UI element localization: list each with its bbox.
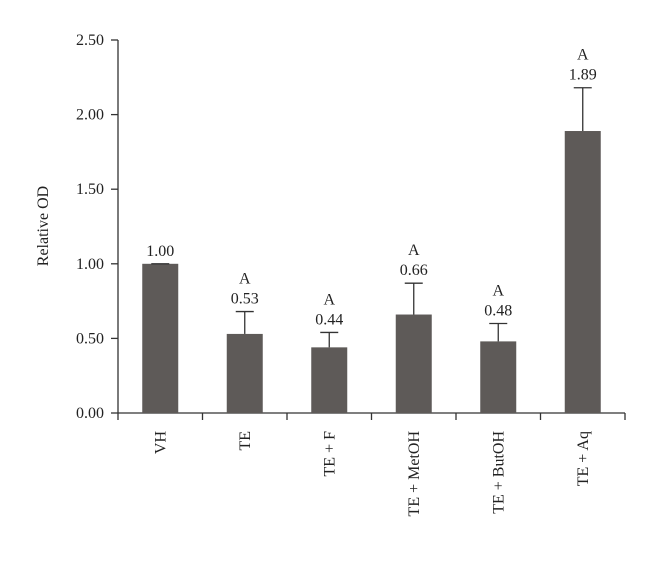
y-tick-label: 2.50	[76, 32, 104, 49]
x-tick-label: TE + F	[321, 431, 338, 477]
bar	[564, 131, 601, 413]
value-label: 0.44	[315, 311, 343, 328]
y-tick-label: 1.50	[76, 181, 104, 198]
y-tick-label: 0.50	[76, 330, 104, 347]
x-tick-label: TE + Aq	[575, 431, 592, 486]
value-label: 0.66	[400, 262, 428, 279]
bar	[226, 333, 263, 413]
bar	[142, 263, 179, 413]
annotation: A	[408, 242, 420, 259]
annotation: A	[239, 271, 251, 288]
bar	[480, 341, 517, 413]
y-axis-label: Relative OD	[35, 186, 52, 266]
x-tick-label: VH	[152, 431, 169, 455]
y-tick-label: 2.00	[76, 107, 104, 124]
bar	[311, 347, 348, 413]
value-label: 0.48	[484, 302, 512, 319]
value-label: 1.00	[146, 243, 174, 260]
x-tick-label: TE + MetOH	[406, 431, 423, 517]
annotation: A	[577, 47, 589, 64]
annotation: A	[323, 291, 335, 308]
x-tick-label: TE	[237, 431, 254, 451]
bar	[395, 314, 432, 413]
annotation: A	[492, 282, 504, 299]
value-label: 1.89	[569, 67, 597, 84]
y-tick-label: 0.00	[76, 405, 104, 422]
y-tick-label: 1.00	[76, 256, 104, 273]
x-tick-label: TE + ButOH	[490, 431, 507, 514]
value-label: 0.53	[231, 291, 259, 308]
